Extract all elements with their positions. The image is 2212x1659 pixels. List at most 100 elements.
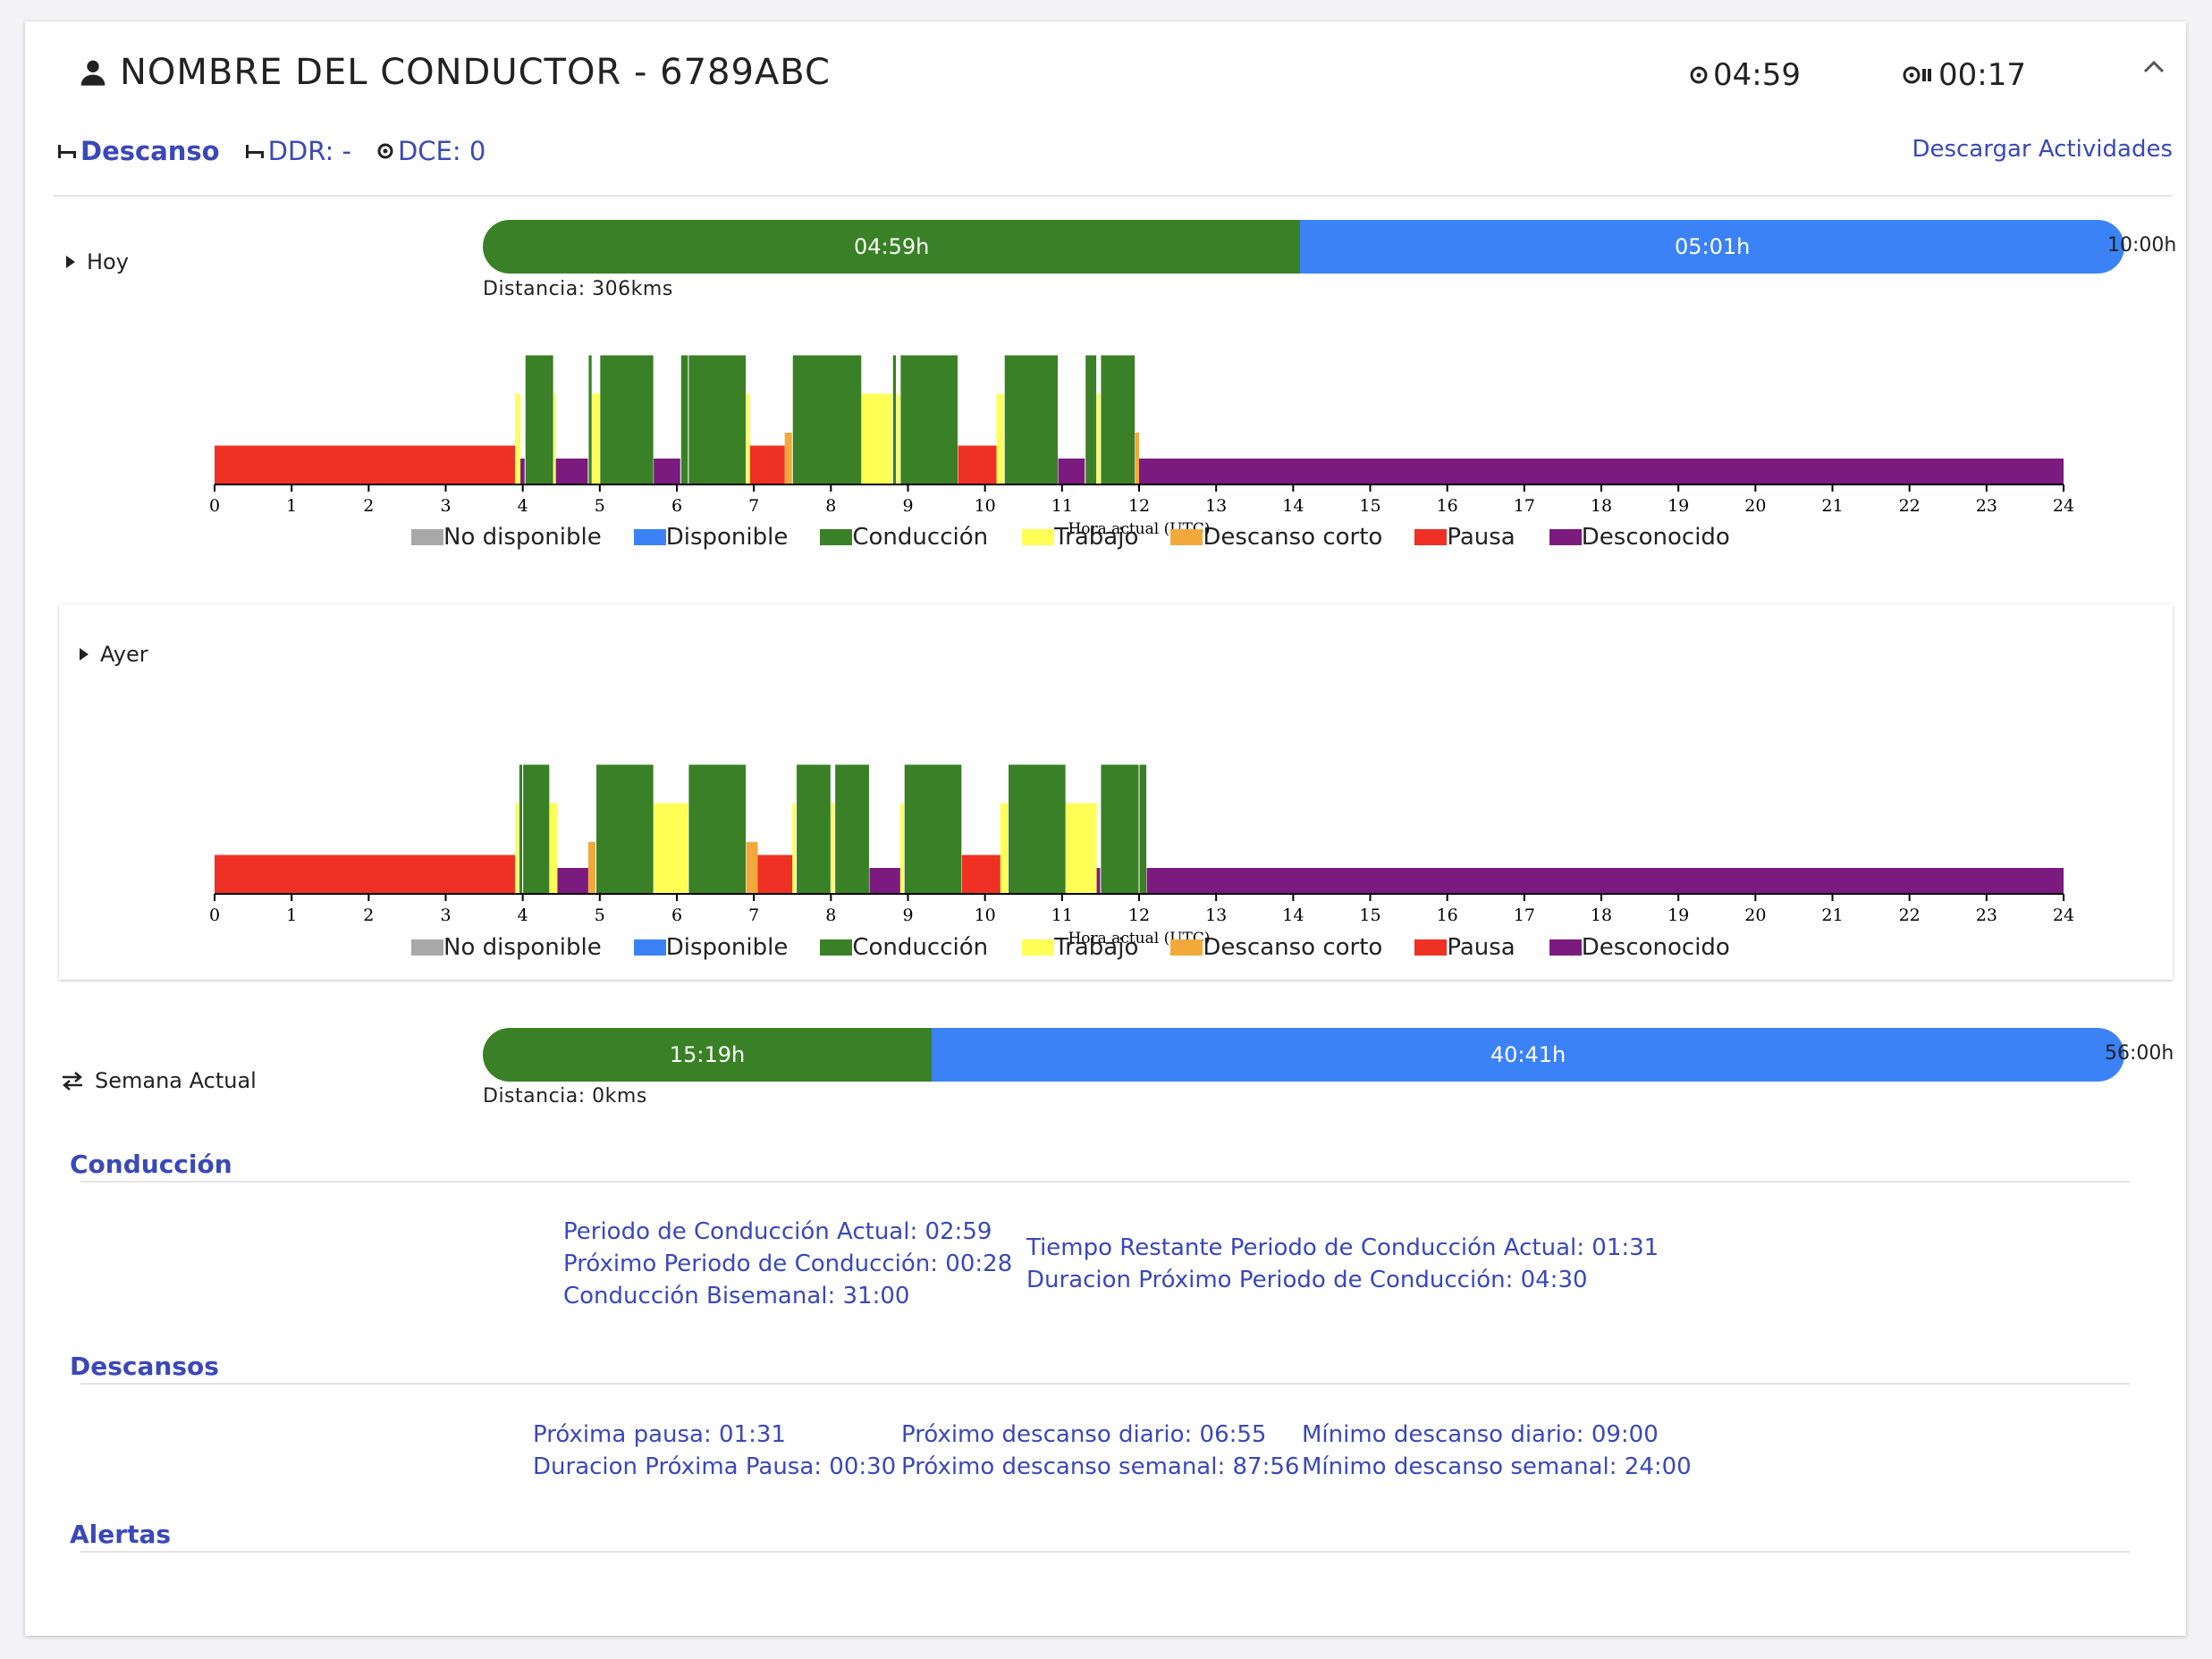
legend-swatch: [1414, 939, 1448, 956]
activity-bar-driving: [680, 354, 689, 485]
activity-bar-driving: [791, 354, 863, 485]
activity-bar-work: [1000, 803, 1009, 894]
download-activities-link[interactable]: Descargar Actividades: [1912, 136, 2173, 163]
status-dce: DCE: 0: [376, 136, 485, 166]
activity-bar-driving: [1138, 763, 1148, 895]
x-tick-label: 1: [286, 905, 297, 925]
legend-item[interactable]: Descanso corto: [1170, 934, 1382, 961]
legend-item[interactable]: No disponible: [411, 934, 602, 961]
x-tick-label: 5: [595, 496, 605, 516]
activity-bar-unknown: [869, 868, 900, 894]
x-tick-label: 7: [748, 905, 759, 925]
status-dce-label: DCE: 0: [397, 136, 486, 166]
x-tick-label: 19: [1667, 496, 1689, 516]
next-driving-period: Próximo Periodo de Conducción: 00:28: [563, 1251, 1013, 1277]
activity-bar-driving: [688, 763, 747, 895]
activity-bar-unknown: [557, 868, 588, 894]
week-label-group: Semana Actual: [61, 1068, 257, 1093]
x-tick-label: 20: [1744, 496, 1766, 516]
activity-bar-pause: [749, 445, 785, 484]
steering-pause-icon: [1903, 66, 1931, 84]
x-tick-label: 18: [1591, 496, 1612, 516]
legend-swatch: [633, 529, 666, 545]
x-tick-label: 3: [440, 496, 451, 516]
driver-card: NOMBRE DEL CONDUCTOR - 6789ABC 04:59 00:…: [25, 21, 2186, 1636]
x-tick-label: 15: [1359, 905, 1380, 925]
today-remaining-segment: 05:01h: [1300, 220, 2124, 274]
legend-item[interactable]: Trabajo: [1022, 524, 1138, 551]
week-driven-segment: 15:19h: [483, 1028, 933, 1082]
legend-swatch: [1022, 529, 1055, 545]
legend-label: No disponible: [443, 934, 602, 961]
legend-item[interactable]: Trabajo: [1022, 934, 1138, 961]
legend-label: Desconocido: [1581, 934, 1730, 961]
legend-item[interactable]: No disponible: [411, 524, 602, 551]
activity-bar-work: [549, 803, 558, 894]
x-tick-label: 24: [2053, 496, 2074, 516]
chevron-up-icon[interactable]: [2142, 57, 2166, 77]
rest-section-title: Descansos: [70, 1352, 219, 1381]
legend-item[interactable]: Disponible: [633, 524, 788, 551]
today-label: Hoy: [87, 249, 129, 274]
x-tick-label: 10: [975, 496, 996, 516]
activity-bar-work: [792, 803, 797, 894]
activity-bar-work: [899, 803, 905, 894]
x-tick-label: 3: [440, 905, 451, 925]
legend-item[interactable]: Conducción: [820, 934, 988, 961]
legend-item[interactable]: Desconocido: [1549, 934, 1730, 961]
next-pause-duration: Duracion Próxima Pausa: 00:30: [533, 1453, 897, 1480]
legend-swatch: [1549, 529, 1582, 545]
activity-bar-driving: [518, 763, 524, 895]
legend-label: Desconocido: [1581, 524, 1730, 551]
activity-bar-driving: [796, 763, 832, 895]
x-tick-label: 2: [363, 905, 374, 925]
legend-item[interactable]: Desconocido: [1549, 524, 1730, 551]
divider: [80, 1383, 2130, 1385]
person-icon: [80, 60, 106, 86]
legend-label: No disponible: [443, 524, 602, 551]
x-tick-label: 6: [671, 496, 682, 516]
bed-icon: [245, 145, 264, 158]
legend-item[interactable]: Descanso corto: [1170, 524, 1382, 551]
legend-label: Conducción: [852, 524, 989, 551]
x-tick-label: 22: [1899, 905, 1921, 925]
legend-item[interactable]: Conducción: [820, 524, 988, 551]
today-legend: No disponible Disponible Conducción Trabajo…: [411, 524, 1730, 551]
x-tick-label: 2: [363, 496, 374, 516]
status-ddr: DDR: -: [245, 136, 351, 166]
next-weekly-rest: Próximo descanso semanal: 87:56: [901, 1453, 1300, 1480]
x-tick-label: 17: [1514, 905, 1535, 925]
driving-timer: 04:59: [1690, 57, 1801, 93]
activity-bar-driving: [891, 354, 898, 485]
x-tick-label: 10: [975, 905, 996, 925]
legend-item[interactable]: Pausa: [1414, 524, 1515, 551]
activity-bar-driving: [587, 354, 593, 485]
activity-bar-short: [784, 433, 793, 484]
activity-bar-driving: [595, 763, 654, 895]
activity-bar-driving: [1085, 354, 1098, 485]
pause-timer: 00:17: [1903, 57, 2026, 93]
legend-item[interactable]: Disponible: [633, 934, 788, 961]
activity-bar-work: [592, 393, 600, 484]
x-tick-label: 1: [286, 496, 297, 516]
x-tick-label: 8: [825, 496, 836, 516]
rest-info-col2: Próximo descanso diario: 06:55 Próximo d…: [901, 1419, 1299, 1483]
legend-label: Descanso corto: [1203, 934, 1383, 961]
activity-bar-unknown: [1058, 459, 1085, 484]
min-weekly-rest: Mínimo descanso semanal: 24:00: [1302, 1453, 1692, 1480]
today-toggle[interactable]: Hoy: [65, 249, 129, 274]
yesterday-toggle[interactable]: Ayer: [79, 642, 148, 667]
yesterday-legend: No disponible Disponible Conducción Trabajo…: [411, 934, 1730, 961]
x-tick-label: 24: [2053, 905, 2074, 925]
bed-icon: [58, 145, 76, 158]
legend-label: Pausa: [1447, 934, 1515, 961]
activity-bar-short: [1135, 433, 1139, 484]
legend-item[interactable]: Pausa: [1414, 934, 1515, 961]
x-tick-label: 5: [595, 905, 605, 925]
rest-info-col1: Próxima pausa: 01:31 Duracion Próxima Pa…: [533, 1419, 896, 1483]
x-tick-label: 14: [1282, 905, 1304, 925]
week-remaining-segment: 40:41h: [932, 1028, 2124, 1082]
driver-title: NOMBRE DEL CONDUCTOR - 6789ABC: [79, 52, 831, 93]
min-daily-rest: Mínimo descanso diario: 09:00: [1302, 1421, 1659, 1448]
activity-bar-work: [896, 393, 900, 484]
